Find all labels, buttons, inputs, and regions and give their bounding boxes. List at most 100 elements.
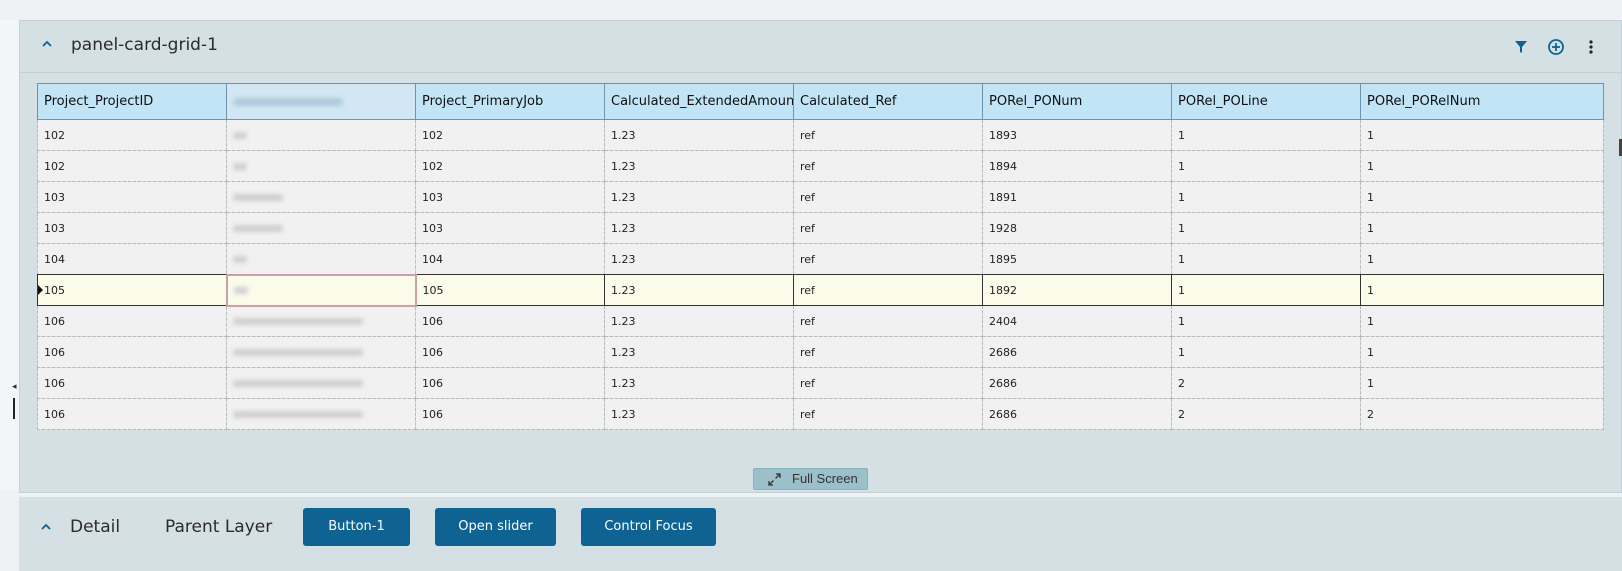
column-header-po-rel-num[interactable]: PORel_PORelNum xyxy=(1360,83,1604,120)
cell-redacted[interactable] xyxy=(226,398,416,430)
cell-project-id[interactable]: 102 xyxy=(37,119,227,151)
cell-project-id[interactable]: 106 xyxy=(37,398,227,430)
cell-redacted[interactable] xyxy=(226,119,416,151)
cell-po-line[interactable]: 1 xyxy=(1171,305,1361,337)
column-header-po-line[interactable]: PORel_POLine xyxy=(1171,83,1361,120)
cell-project-id[interactable]: 105 xyxy=(37,274,227,306)
cell-ref[interactable]: ref xyxy=(793,305,983,337)
cell-ref[interactable]: ref xyxy=(793,150,983,182)
cell-po-rel-num[interactable]: 1 xyxy=(1360,119,1604,151)
cell-project-id[interactable]: 103 xyxy=(37,212,227,244)
cell-po-rel-num[interactable]: 1 xyxy=(1360,181,1604,213)
cell-ref[interactable]: ref xyxy=(793,367,983,399)
control-focus-button[interactable]: Control Focus xyxy=(581,508,716,546)
cell-po-line[interactable]: 1 xyxy=(1171,181,1361,213)
cell-extended-amount[interactable]: 1.23 xyxy=(604,181,794,213)
table-row[interactable]: 106 106 1.23 ref 2686 2 1 xyxy=(37,367,1604,399)
add-circle-icon[interactable] xyxy=(1546,37,1566,57)
cell-redacted[interactable] xyxy=(226,305,416,337)
cell-primary-job[interactable]: 103 xyxy=(415,212,605,244)
table-row[interactable]: 104 104 1.23 ref 1895 1 1 xyxy=(37,243,1604,275)
cell-po-num[interactable]: 1894 xyxy=(982,150,1172,182)
cell-ref[interactable]: ref xyxy=(793,274,983,306)
cell-po-line[interactable]: 1 xyxy=(1171,336,1361,368)
cell-redacted[interactable] xyxy=(226,212,416,244)
cell-extended-amount[interactable]: 1.23 xyxy=(604,336,794,368)
cell-extended-amount[interactable]: 1.23 xyxy=(604,398,794,430)
cell-primary-job[interactable]: 102 xyxy=(415,119,605,151)
more-vertical-icon[interactable] xyxy=(1581,37,1601,57)
cell-primary-job[interactable]: 102 xyxy=(415,150,605,182)
cell-po-line[interactable]: 1 xyxy=(1171,274,1361,306)
chevron-up-icon[interactable] xyxy=(41,522,51,532)
cell-po-rel-num[interactable]: 1 xyxy=(1360,367,1604,399)
column-header-project-id[interactable]: Project_ProjectID xyxy=(37,83,227,120)
full-screen-button[interactable]: Full Screen xyxy=(753,468,868,490)
chevron-up-icon[interactable] xyxy=(42,39,52,49)
cell-redacted[interactable] xyxy=(225,273,417,307)
cell-project-id[interactable]: 106 xyxy=(37,336,227,368)
column-header-po-num[interactable]: PORel_PONum xyxy=(982,83,1172,120)
cell-primary-job[interactable]: 105 xyxy=(415,274,605,306)
button-1[interactable]: Button-1 xyxy=(303,508,410,546)
cell-primary-job[interactable]: 106 xyxy=(415,398,605,430)
table-row[interactable]: 103 103 1.23 ref 1891 1 1 xyxy=(37,181,1604,213)
cell-po-line[interactable]: 1 xyxy=(1171,119,1361,151)
cell-extended-amount[interactable]: 1.23 xyxy=(604,274,794,306)
table-row-selected[interactable]: 105 105 1.23 ref 1892 1 1 xyxy=(37,273,1604,307)
column-header-extended-amount[interactable]: Calculated_ExtendedAmount xyxy=(604,83,794,120)
table-row[interactable]: 106 106 1.23 ref 2686 2 2 xyxy=(37,398,1604,430)
cell-po-line[interactable]: 1 xyxy=(1171,212,1361,244)
cell-po-num[interactable]: 1893 xyxy=(982,119,1172,151)
cell-po-num[interactable]: 2686 xyxy=(982,367,1172,399)
cell-po-num[interactable]: 1892 xyxy=(982,274,1172,306)
column-header-primary-job[interactable]: Project_PrimaryJob xyxy=(415,83,605,120)
cell-primary-job[interactable]: 106 xyxy=(415,367,605,399)
cell-extended-amount[interactable]: 1.23 xyxy=(604,305,794,337)
cell-project-id[interactable]: 103 xyxy=(37,181,227,213)
cell-po-num[interactable]: 1928 xyxy=(982,212,1172,244)
table-row[interactable]: 106 106 1.23 ref 2404 1 1 xyxy=(37,305,1604,337)
cell-ref[interactable]: ref xyxy=(793,336,983,368)
cell-po-line[interactable]: 1 xyxy=(1171,243,1361,275)
cell-ref[interactable]: ref xyxy=(793,398,983,430)
column-header-calculated-ref[interactable]: Calculated_Ref xyxy=(793,83,983,120)
cell-po-rel-num[interactable]: 1 xyxy=(1360,305,1604,337)
cell-ref[interactable]: ref xyxy=(793,243,983,275)
cell-extended-amount[interactable]: 1.23 xyxy=(604,243,794,275)
cell-project-id[interactable]: 106 xyxy=(37,305,227,337)
cell-po-num[interactable]: 1891 xyxy=(982,181,1172,213)
open-slider-button[interactable]: Open slider xyxy=(435,508,556,546)
cell-po-num[interactable]: 1895 xyxy=(982,243,1172,275)
cell-extended-amount[interactable]: 1.23 xyxy=(604,119,794,151)
grid-scrollbar-thumb[interactable] xyxy=(1619,139,1622,156)
cell-po-rel-num[interactable]: 1 xyxy=(1360,274,1604,306)
cell-redacted[interactable] xyxy=(226,243,416,275)
cell-ref[interactable]: ref xyxy=(793,212,983,244)
cell-po-rel-num[interactable]: 1 xyxy=(1360,243,1604,275)
cell-redacted[interactable] xyxy=(226,181,416,213)
cell-project-id[interactable]: 102 xyxy=(37,150,227,182)
table-row[interactable]: 102 102 1.23 ref 1894 1 1 xyxy=(37,150,1604,182)
cell-ref[interactable]: ref xyxy=(793,119,983,151)
cell-po-num[interactable]: 2404 xyxy=(982,305,1172,337)
cell-redacted[interactable] xyxy=(226,367,416,399)
cell-project-id[interactable]: 104 xyxy=(37,243,227,275)
cell-project-id[interactable]: 106 xyxy=(37,367,227,399)
cell-primary-job[interactable]: 106 xyxy=(415,305,605,337)
cell-redacted[interactable] xyxy=(226,336,416,368)
cell-po-rel-num[interactable]: 1 xyxy=(1360,150,1604,182)
cell-po-rel-num[interactable]: 2 xyxy=(1360,398,1604,430)
column-header-redacted[interactable] xyxy=(226,83,416,120)
cell-po-num[interactable]: 2686 xyxy=(982,336,1172,368)
filter-icon[interactable] xyxy=(1511,37,1531,57)
cell-extended-amount[interactable]: 1.23 xyxy=(604,367,794,399)
cell-ref[interactable]: ref xyxy=(793,181,983,213)
cell-primary-job[interactable]: 106 xyxy=(415,336,605,368)
table-row[interactable]: 102 102 1.23 ref 1893 1 1 xyxy=(37,119,1604,151)
cell-po-line[interactable]: 1 xyxy=(1171,150,1361,182)
cell-primary-job[interactable]: 103 xyxy=(415,181,605,213)
cell-po-num[interactable]: 2686 xyxy=(982,398,1172,430)
cell-po-rel-num[interactable]: 1 xyxy=(1360,212,1604,244)
table-row[interactable]: 103 103 1.23 ref 1928 1 1 xyxy=(37,212,1604,244)
